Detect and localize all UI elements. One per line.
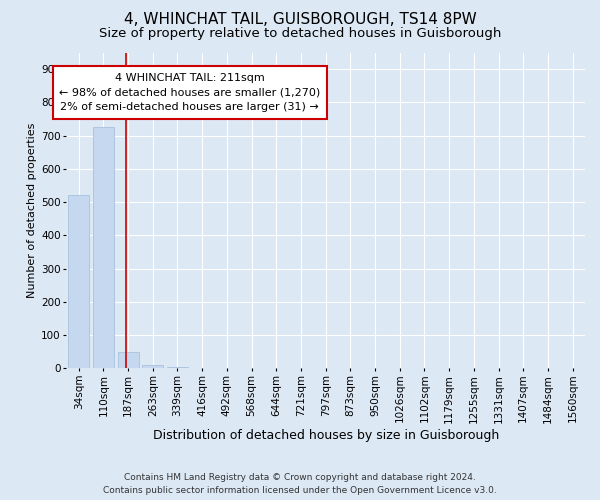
Text: 4, WHINCHAT TAIL, GUISBOROUGH, TS14 8PW: 4, WHINCHAT TAIL, GUISBOROUGH, TS14 8PW	[124, 12, 476, 28]
Text: Size of property relative to detached houses in Guisborough: Size of property relative to detached ho…	[99, 28, 501, 40]
Bar	[68, 196, 89, 368]
Y-axis label: Number of detached properties: Number of detached properties	[27, 122, 37, 298]
Bar	[118, 352, 139, 368]
Text: Contains HM Land Registry data © Crown copyright and database right 2024.
Contai: Contains HM Land Registry data © Crown c…	[103, 473, 497, 495]
Bar	[93, 127, 114, 368]
Bar	[167, 366, 188, 368]
Bar	[142, 365, 163, 368]
Text: 4 WHINCHAT TAIL: 211sqm
← 98% of detached houses are smaller (1,270)
2% of semi-: 4 WHINCHAT TAIL: 211sqm ← 98% of detache…	[59, 72, 320, 112]
X-axis label: Distribution of detached houses by size in Guisborough: Distribution of detached houses by size …	[152, 430, 499, 442]
